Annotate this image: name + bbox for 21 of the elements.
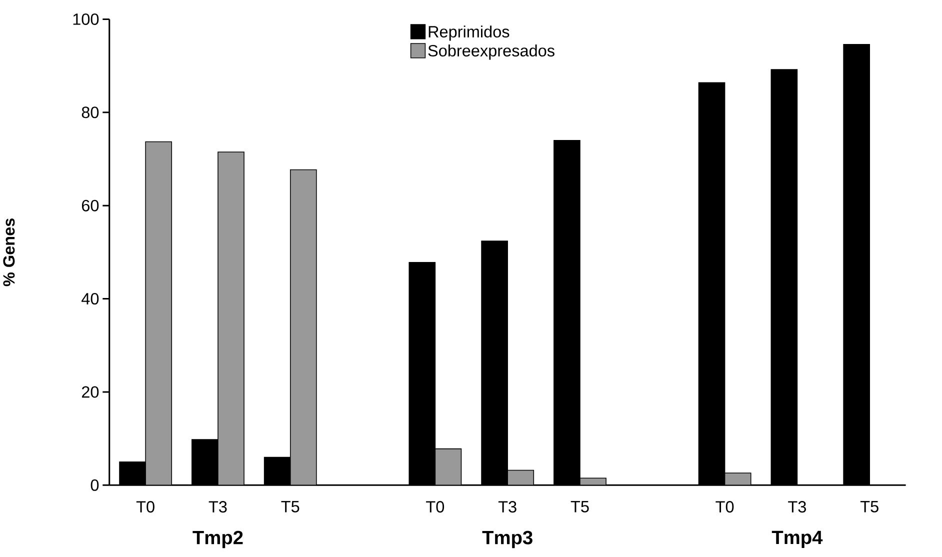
x-tick-label: T5: [570, 500, 589, 512]
x-tick-label: T3: [208, 500, 227, 512]
y-tick-label: 20: [82, 386, 99, 398]
text: Tmp3: [482, 530, 532, 548]
y-tick-label: 0: [90, 479, 99, 491]
y-tick-label: 80: [82, 106, 99, 118]
y-tick-label: 60: [82, 200, 99, 212]
x-tick-label: T0: [136, 500, 154, 512]
text: Tmp2: [192, 530, 243, 548]
x-tick-label: T0: [716, 500, 734, 512]
y-axis-title: % Genes: [3, 218, 15, 286]
y-tick-label: 100: [73, 13, 99, 25]
x-tick-label: T5: [860, 500, 878, 512]
x-tick-label: T3: [788, 500, 806, 512]
legend-label: Reprimidos: [428, 25, 510, 41]
x-tick-label: T5: [281, 500, 300, 512]
legend-label: Sobreexpresados: [428, 44, 554, 60]
x-tick-label: T0: [426, 500, 444, 512]
text: Tmp4: [772, 530, 823, 548]
y-tick-label: 40: [82, 292, 99, 304]
x-tick-label: T3: [498, 500, 516, 512]
